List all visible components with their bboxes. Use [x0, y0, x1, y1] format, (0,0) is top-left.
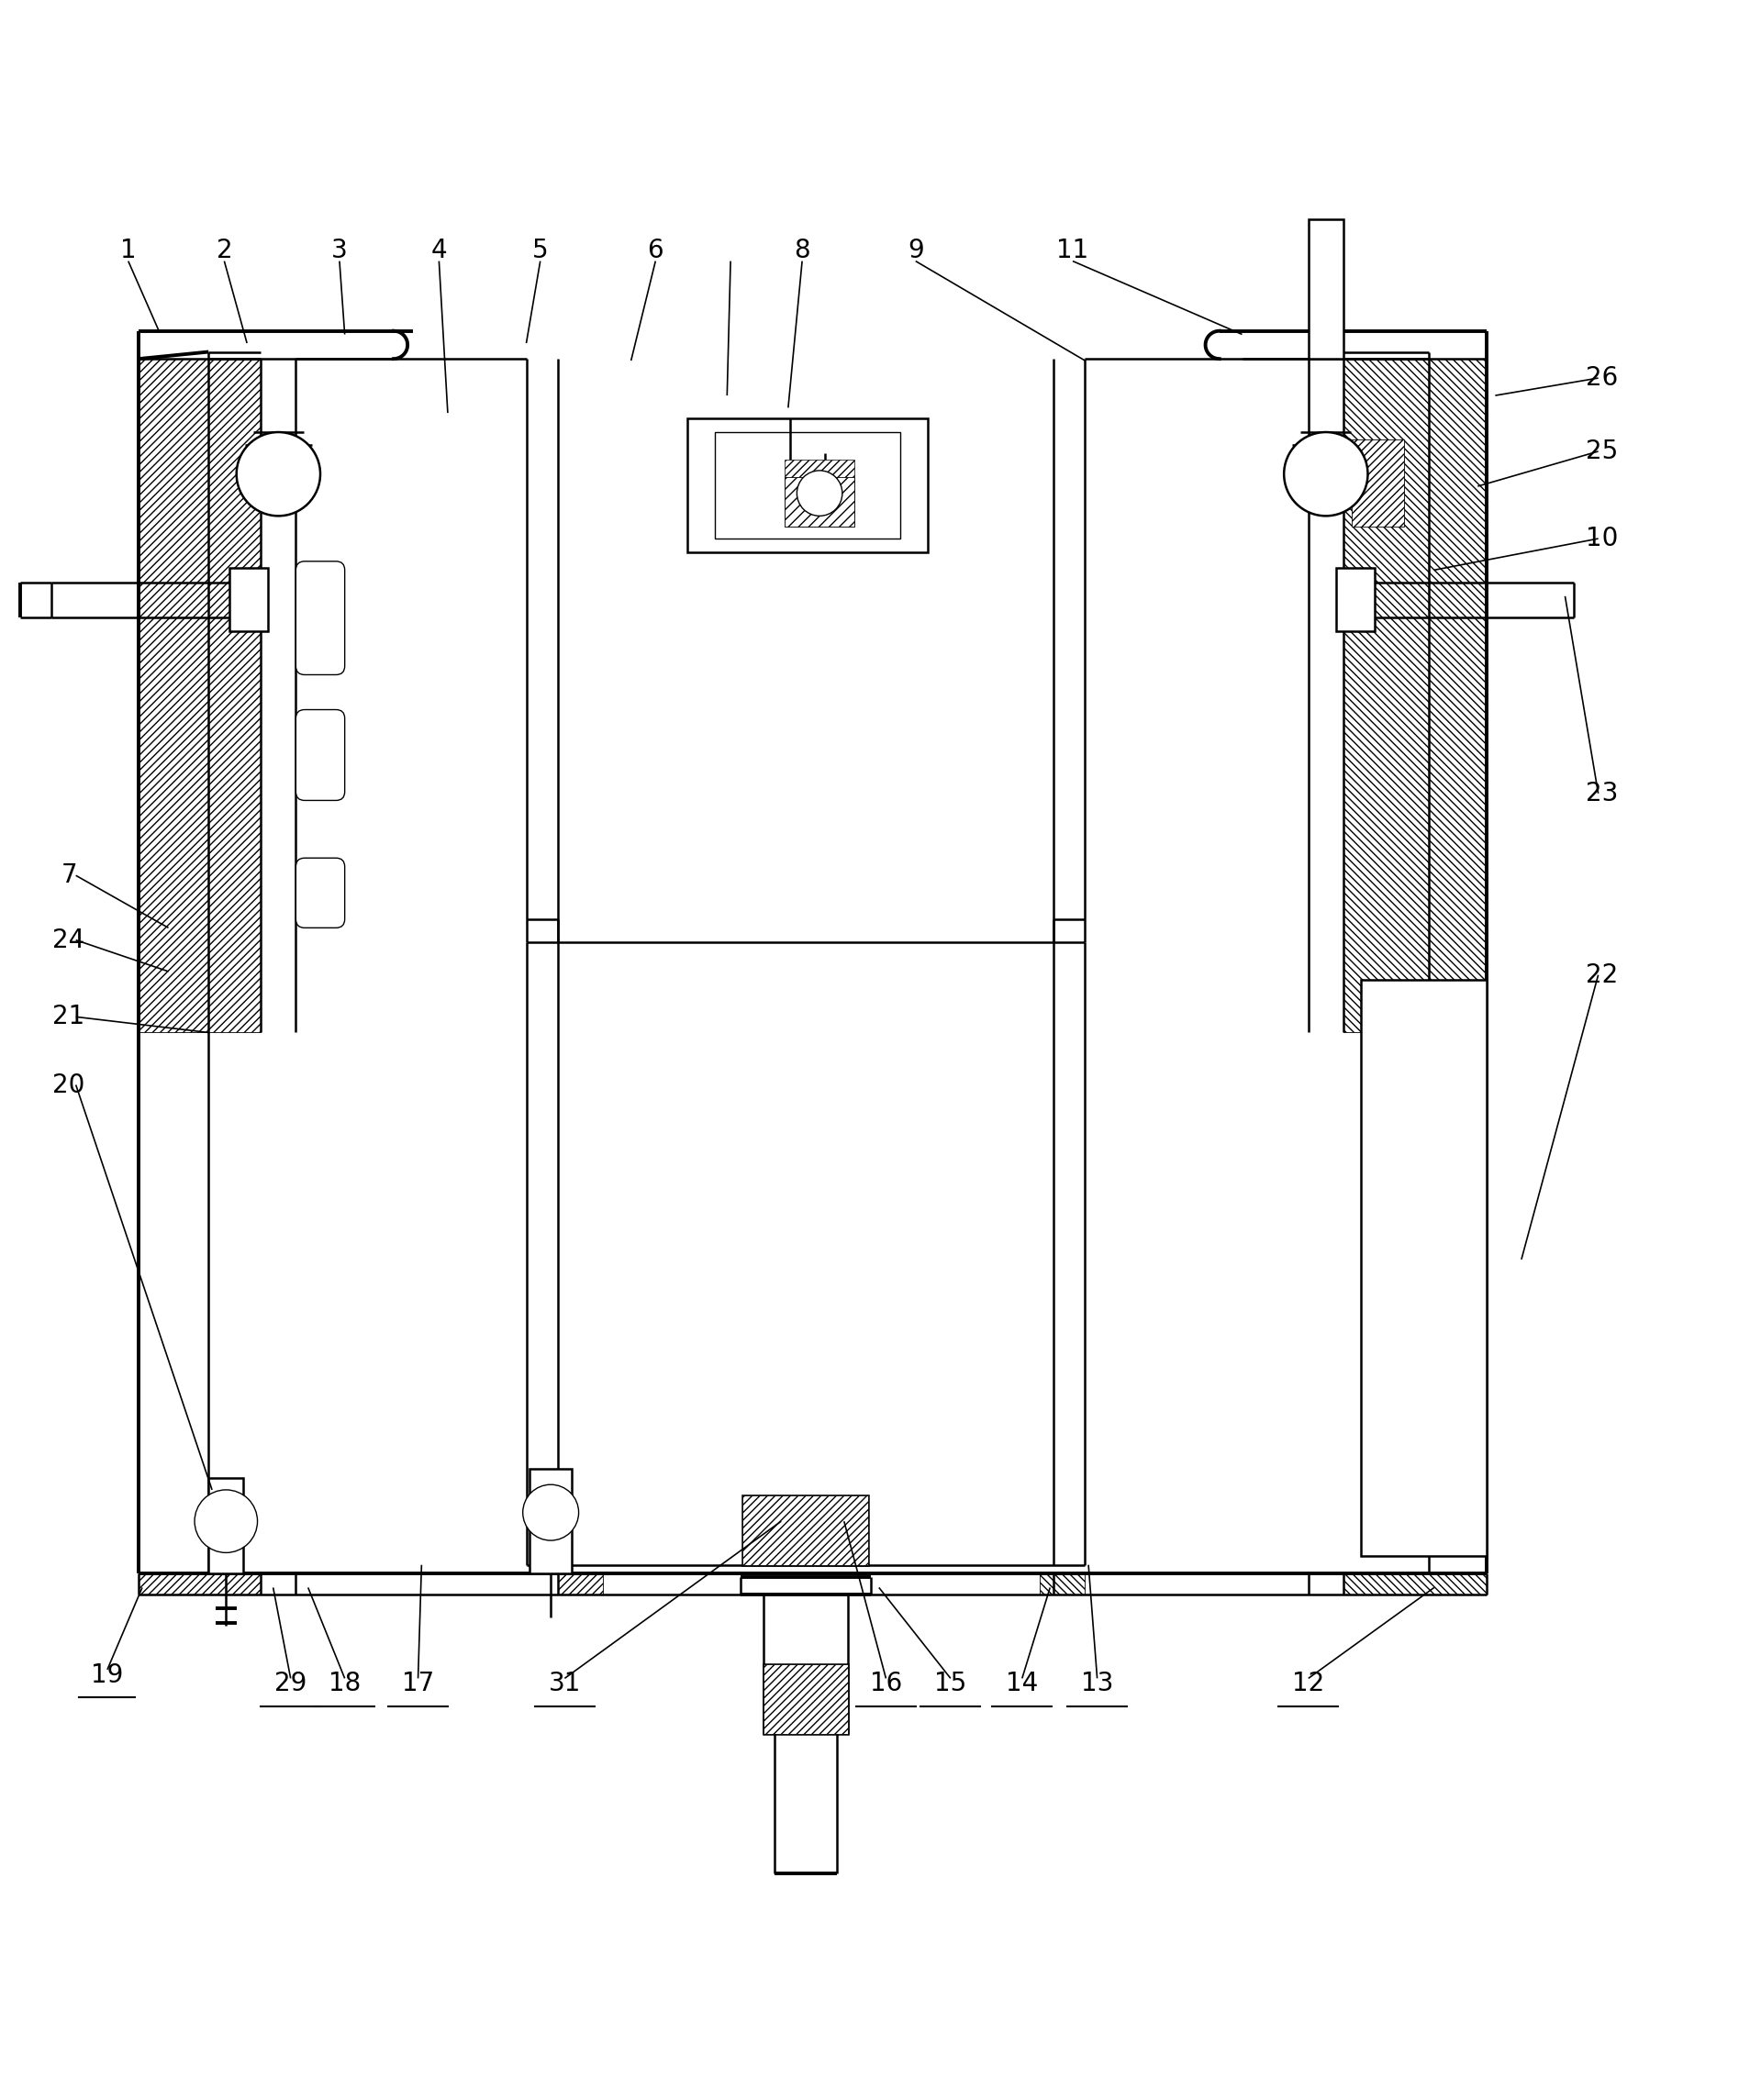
Bar	[138, 1573, 261, 1594]
Text: 15: 15	[935, 1672, 966, 1697]
Text: 1: 1	[121, 237, 136, 262]
Text: 4: 4	[431, 237, 446, 262]
Bar	[763, 1665, 847, 1735]
Text: 26: 26	[1586, 365, 1617, 391]
Bar	[742, 1495, 868, 1565]
Text: 25: 25	[1586, 439, 1617, 464]
Text: 23: 23	[1586, 781, 1617, 806]
Bar	[138, 359, 261, 1033]
Text: 13: 13	[1080, 1672, 1113, 1697]
Bar	[1335, 569, 1374, 632]
Text: 5: 5	[532, 237, 548, 262]
Text: 6: 6	[648, 237, 663, 262]
Text: 17: 17	[403, 1672, 434, 1697]
Circle shape	[1283, 433, 1367, 517]
Text: 21: 21	[53, 1004, 86, 1029]
Text: 3: 3	[331, 237, 348, 262]
Bar	[530, 1468, 572, 1573]
Text: 2: 2	[215, 237, 233, 262]
Text: 31: 31	[548, 1672, 581, 1697]
Bar	[1360, 981, 1486, 1556]
Bar	[686, 418, 928, 552]
Bar	[784, 477, 854, 527]
Circle shape	[236, 433, 320, 517]
Text: 24: 24	[53, 928, 86, 953]
Text: 29: 29	[275, 1672, 306, 1697]
Text: 8: 8	[795, 237, 810, 262]
Text: 20: 20	[53, 1073, 86, 1098]
Text: 16: 16	[870, 1672, 901, 1697]
Bar	[1307, 218, 1342, 359]
Bar	[763, 1665, 847, 1735]
Text: 12: 12	[1292, 1672, 1325, 1697]
Text: 14: 14	[1006, 1672, 1038, 1697]
Bar	[208, 1478, 243, 1573]
Text: 11: 11	[1055, 237, 1088, 262]
Bar	[784, 460, 854, 527]
Bar	[742, 1495, 868, 1565]
Bar	[714, 433, 900, 538]
Circle shape	[796, 470, 842, 517]
Bar	[558, 941, 1054, 1573]
Bar	[558, 1573, 602, 1594]
Bar	[1342, 1573, 1486, 1594]
FancyBboxPatch shape	[296, 859, 345, 928]
Text: 7: 7	[61, 863, 77, 888]
FancyBboxPatch shape	[296, 561, 345, 674]
Bar	[229, 569, 268, 632]
Bar	[1351, 439, 1404, 527]
Circle shape	[194, 1489, 257, 1552]
Text: 9: 9	[907, 237, 924, 262]
Text: 22: 22	[1586, 962, 1617, 987]
FancyBboxPatch shape	[296, 710, 345, 800]
Bar	[1342, 359, 1486, 1033]
Text: 19: 19	[91, 1661, 124, 1688]
Text: 10: 10	[1586, 525, 1617, 552]
Bar	[1040, 1573, 1085, 1594]
Circle shape	[523, 1485, 578, 1541]
Text: 18: 18	[329, 1672, 360, 1697]
